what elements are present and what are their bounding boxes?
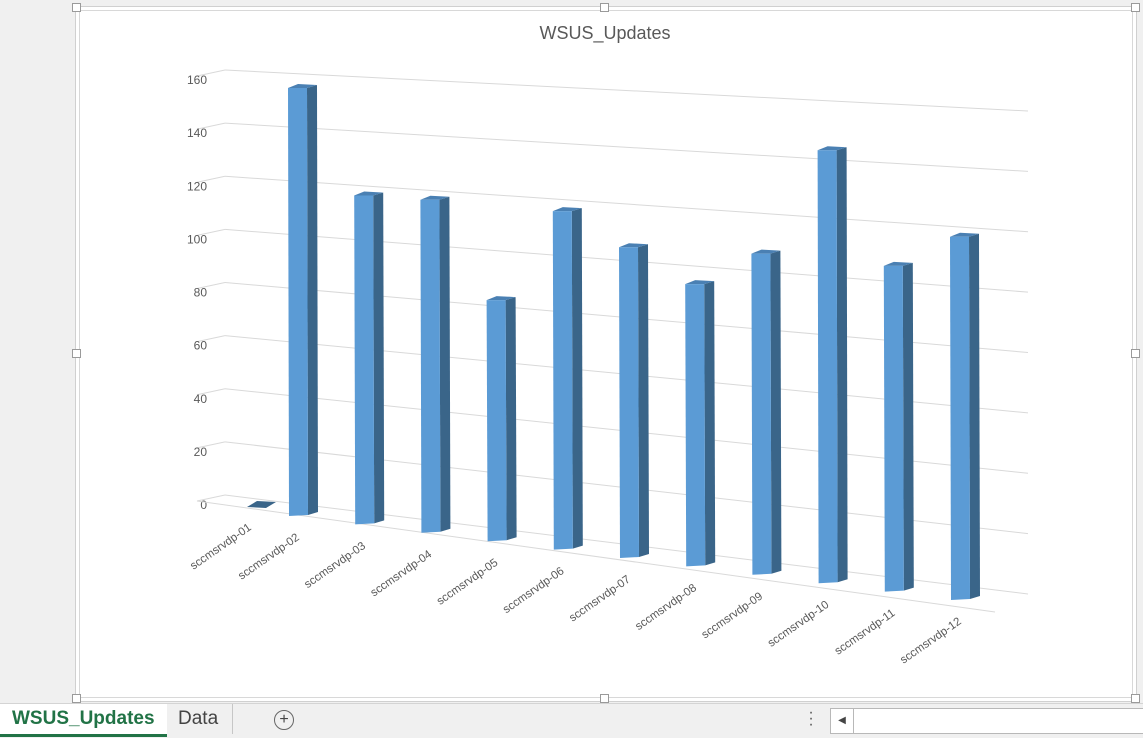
bar-top	[552, 207, 582, 212]
bar-top	[486, 296, 516, 301]
bar-top	[619, 243, 648, 248]
bar	[883, 261, 914, 592]
bar-front	[552, 211, 573, 550]
resize-handle-bl[interactable]	[72, 694, 81, 703]
resize-handle-tr[interactable]	[1131, 3, 1140, 12]
bar	[288, 83, 318, 517]
bar-front	[685, 284, 706, 567]
gridline-side	[196, 175, 226, 183]
bar-side	[902, 262, 914, 591]
x-tick-label: sccmsrvdp-03	[302, 540, 368, 591]
bar-top	[950, 232, 979, 237]
resize-handle-r[interactable]	[1131, 349, 1140, 358]
wsus-chart: WSUS_Updates 0 20 40 60 80 100 120 140 160 sccms…	[187, 23, 1029, 667]
bar-side	[571, 208, 583, 549]
tab-wsus-updates[interactable]: WSUS_Updates	[0, 704, 167, 737]
bar-side	[505, 297, 517, 541]
x-tick-label: sccmsrvdp-02	[236, 532, 302, 583]
bar	[950, 232, 980, 601]
bar	[619, 243, 649, 559]
bar-front	[486, 300, 507, 542]
bar-top	[420, 195, 450, 200]
bar-side	[969, 233, 980, 600]
bar-front	[817, 150, 838, 584]
gridline-side	[196, 228, 226, 236]
y-tick-label: 120	[187, 179, 207, 193]
bar-side	[439, 196, 451, 532]
x-tick-label: sccmsrvdp-10	[766, 599, 832, 650]
x-tick-label: sccmsrvdp-09	[700, 590, 766, 641]
resize-handle-b[interactable]	[600, 694, 609, 703]
gridline	[224, 69, 1029, 112]
gridline-side	[196, 69, 226, 77]
bar-front	[354, 195, 375, 525]
bar-top	[685, 280, 715, 285]
y-tick-label: 100	[187, 232, 207, 246]
vertical-ellipsis-icon[interactable]: · · ·	[808, 704, 814, 733]
y-tick-label: 20	[194, 445, 208, 459]
gridline	[224, 122, 1029, 172]
bar-side	[638, 244, 649, 558]
bar	[552, 207, 583, 550]
bar	[685, 280, 716, 567]
resize-handle-t[interactable]	[600, 3, 609, 12]
bar-side	[836, 147, 848, 583]
resize-handle-br[interactable]	[1131, 694, 1140, 703]
bar-side	[307, 84, 318, 516]
x-tick-label: sccmsrvdp-07	[567, 574, 633, 625]
x-tick-label: sccmsrvdp-04	[369, 548, 435, 599]
floor-edge	[196, 500, 996, 613]
x-tick-label: sccmsrvdp-12	[898, 616, 964, 667]
y-tick-label: 80	[194, 286, 208, 300]
y-tick-label: 40	[194, 392, 208, 406]
bar-side	[373, 192, 385, 524]
bar-top	[751, 249, 781, 254]
resize-handle-tl[interactable]	[72, 3, 81, 12]
horizontal-scrollbar[interactable]: ◀	[830, 708, 1143, 734]
bar-top	[354, 191, 384, 196]
x-tick-label: sccmsrvdp-08	[633, 582, 699, 633]
bar	[247, 501, 276, 508]
gridline-side	[196, 282, 226, 289]
bar-front	[288, 87, 308, 517]
bar-front	[950, 236, 970, 601]
bar-flat	[247, 501, 276, 508]
plus-circle-icon[interactable]: +	[274, 710, 294, 730]
gridline-side	[196, 335, 226, 343]
bar-front	[420, 199, 441, 533]
gridline-side	[196, 494, 226, 502]
chart-title: WSUS_Updates	[539, 23, 670, 44]
x-tick-label: sccmsrvdp-11	[833, 607, 898, 657]
y-tick-label: 140	[187, 126, 207, 140]
bar-front	[751, 253, 772, 575]
gridline-side	[196, 388, 226, 396]
sheet-tab-bar: WSUS_Updates Data + · · · ◀	[0, 703, 1143, 738]
bar-top	[288, 83, 317, 88]
gridline	[224, 175, 1029, 233]
bar	[486, 296, 517, 542]
bar	[751, 249, 782, 575]
y-tick-label: 160	[187, 73, 207, 87]
gridline-side	[196, 122, 226, 130]
y-tick-label: 0	[200, 498, 207, 512]
bar-front	[883, 265, 904, 592]
bar	[354, 191, 385, 525]
caret-left-icon[interactable]: ◀	[831, 709, 854, 733]
x-tick-label: sccmsrvdp-01	[188, 522, 254, 573]
resize-handle-l[interactable]	[72, 349, 81, 358]
x-tick-label: sccmsrvdp-06	[501, 565, 567, 616]
bar-side	[704, 281, 716, 566]
bar-top	[817, 146, 847, 151]
bar-front	[619, 247, 639, 559]
bar	[817, 146, 848, 584]
bar-top	[883, 261, 913, 266]
tab-data[interactable]: Data	[172, 704, 234, 734]
bar	[420, 195, 451, 533]
gridline-side	[196, 441, 226, 449]
bar-side	[770, 250, 782, 574]
y-tick-label: 60	[194, 339, 208, 353]
x-tick-label: sccmsrvdp-05	[435, 557, 501, 608]
